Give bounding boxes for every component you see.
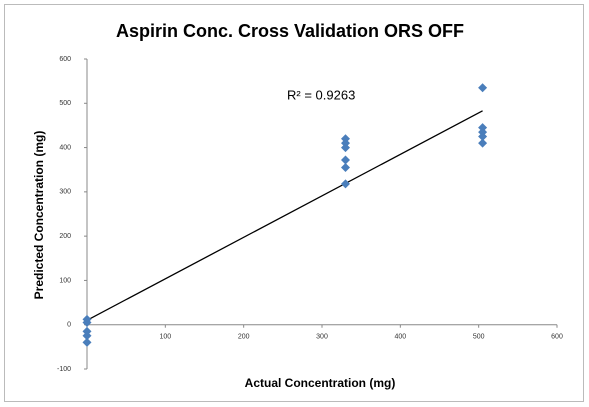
x-tick-label: 100 [159,334,171,341]
r-squared-label: R² = 0.9263 [287,87,355,102]
x-tick-label: 400 [394,334,406,341]
data-point [341,179,350,189]
data-point [82,337,92,347]
y-tick-label: 400 [59,144,71,151]
y-tick-label: 300 [59,189,71,196]
data-point [82,318,92,327]
y-tick-label: 100 [59,277,71,284]
x-tick-label: 600 [551,334,563,341]
data-point [341,155,350,165]
data-point [478,83,488,93]
trendline [86,110,483,321]
y-tick-label: 0 [67,322,71,329]
x-tick-label: 200 [238,334,250,341]
chart-frame [4,4,584,402]
y-tick-label: 600 [59,56,71,63]
data-point [478,132,488,141]
y-tick-label: 500 [59,100,71,107]
data-point [478,138,488,148]
x-axis-label: Actual Concentration (mg) [245,376,396,390]
y-axis-label: Predicted Concentration (mg) [32,131,46,300]
data-point [82,331,92,341]
data-point [341,143,350,153]
x-tick-label: 500 [473,334,485,341]
chart-title: Aspirin Conc. Cross Validation ORS OFF [116,21,464,41]
y-tick-label: 200 [59,233,71,240]
y-tick-label: -100 [57,366,71,373]
x-tick-label: 300 [316,334,328,341]
data-point [341,163,350,172]
